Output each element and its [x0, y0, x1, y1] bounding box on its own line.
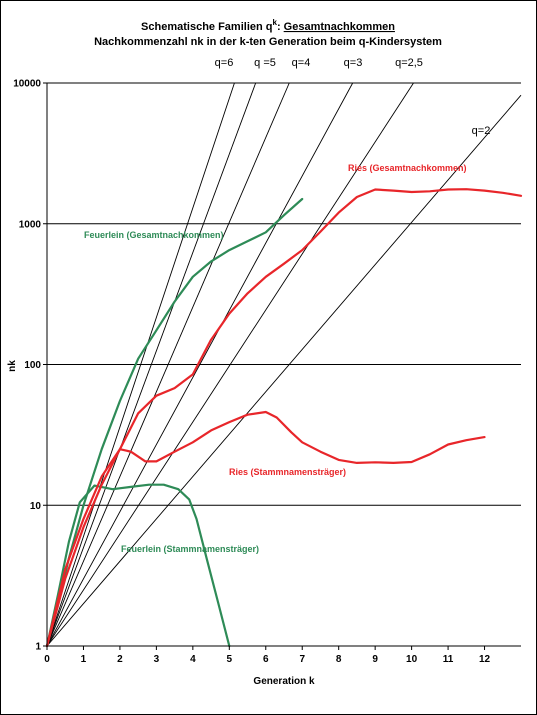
x-tick-label: 7 [299, 654, 305, 665]
chart-title: Schematische Familien qk: Gesamtnachkomm… [141, 18, 395, 33]
q-label-3: q=3 [344, 57, 363, 69]
q-line-4 [46, 82, 290, 647]
x-tick-label: 5 [227, 654, 233, 665]
series-lines [45, 188, 523, 648]
ries-series-1 [45, 188, 523, 648]
series-annotation: Feuerlein (Gesamtnachkommen) [84, 230, 224, 240]
chart-subtitle: Nachkommenzahl nk in der k-ten Generatio… [94, 36, 442, 48]
q-line-6 [46, 82, 235, 647]
x-tick-label: 4 [190, 654, 196, 665]
q-label-6: q=6 [215, 57, 234, 69]
y-tick-label: 1 [35, 642, 41, 653]
feuerlein-series-1 [45, 197, 304, 648]
y-tick-label: 1000 [19, 219, 42, 230]
x-tick-label: 10 [406, 654, 418, 665]
q-label-5: q =5 [254, 57, 276, 69]
q-line-3 [46, 82, 354, 647]
series-annotation: Ries (Stammnamensträger) [229, 467, 346, 477]
series-annotation: Feuerlein (Stammnamensträger) [121, 544, 259, 554]
q-line-5 [46, 82, 257, 647]
y-tick-labels: 1 10 100 1000 10000 [13, 79, 47, 653]
q-label-2: q=2 [472, 125, 491, 137]
ries-series-2 [45, 410, 486, 648]
y-tick-label: 10000 [13, 79, 41, 90]
x-tick-label: 2 [117, 654, 123, 665]
x-tick-label: 11 [443, 654, 454, 665]
x-tick-label: 0 [44, 654, 50, 665]
feuerlein-series-2 [45, 483, 231, 648]
x-tick-label: 9 [372, 654, 378, 665]
gridlines [47, 82, 521, 506]
q-lines [46, 82, 522, 647]
x-tick-label: 8 [336, 654, 342, 665]
x-tick-labels: 0 1 2 3 4 5 6 7 8 9 10 11 12 [44, 646, 491, 665]
x-tick-label: 12 [479, 654, 491, 665]
q-line-2_5 [46, 82, 414, 647]
q-label-4: q=4 [292, 57, 311, 69]
y-tick-label: 100 [24, 360, 41, 371]
series-annotation: Ries (Gesamtnachkommen) [348, 163, 467, 173]
q-label-2_5: q=2,5 [395, 57, 423, 69]
x-tick-label: 6 [263, 654, 269, 665]
q-line-2 [46, 94, 522, 647]
x-tick-label: 1 [81, 654, 87, 665]
series-annotations: Feuerlein (Gesamtnachkommen) Ries (Gesamt… [84, 163, 467, 554]
q-labels: q=6 q =5 q=4 q=3 q=2,5 q=2 [215, 57, 491, 137]
x-axis-label: Generation k [253, 676, 315, 687]
y-axis-label: nk [7, 360, 18, 372]
x-tick-label: 3 [154, 654, 160, 665]
y-tick-label: 10 [30, 501, 42, 512]
